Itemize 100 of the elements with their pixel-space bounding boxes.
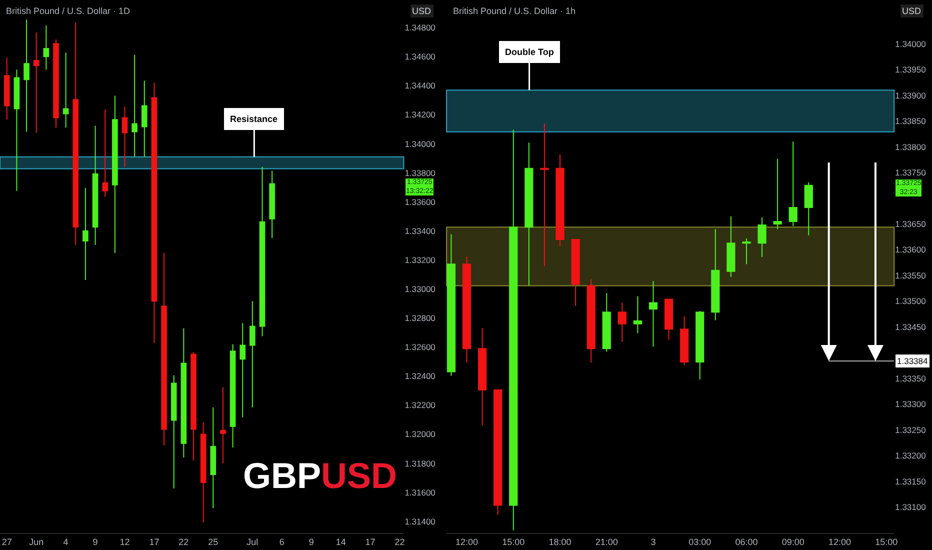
- y-tick-label: 1.33250: [895, 424, 926, 435]
- x-tick-label: 9: [308, 536, 314, 547]
- x-tick-label: 06:00: [735, 536, 758, 547]
- band-label: Double Top: [505, 47, 554, 57]
- ref-line-label: 1.33384: [897, 356, 928, 366]
- candlestick: [14, 69, 20, 192]
- x-tick-label: 17: [365, 536, 376, 547]
- y-tick-label: 1.33650: [895, 218, 926, 229]
- candlestick: [259, 166, 266, 337]
- candlestick: [53, 39, 59, 128]
- text: British Pound / U.S. Dollar · 1h: [453, 6, 576, 16]
- candlestick: [804, 182, 813, 236]
- x-tick-label: 22: [394, 536, 405, 547]
- candlestick: [758, 216, 766, 258]
- candlestick: [773, 158, 782, 230]
- y-tick-label: 1.34800: [404, 22, 436, 33]
- candlestick: [24, 18, 30, 132]
- y-tick-label: 1.33550: [895, 270, 926, 280]
- y-tick-label: 1.31800: [404, 458, 436, 468]
- text: British Pound / U.S. Dollar · 1D: [6, 6, 131, 16]
- candlestick: [633, 296, 642, 334]
- x-tick-label: Jun: [29, 536, 44, 547]
- x-tick-label: 6: [279, 536, 284, 547]
- candlestick: [648, 280, 658, 348]
- x-tick-label: 14: [336, 536, 346, 547]
- candlestick: [602, 292, 611, 352]
- y-tick-label: 1.33150: [895, 476, 926, 486]
- y-tick-label: 1.33200: [895, 450, 926, 461]
- candlestick: [4, 57, 10, 120]
- candlestick: [742, 238, 751, 265]
- y-tick-label: 1.31600: [404, 487, 436, 498]
- candlestick: [180, 328, 187, 458]
- candlestick: [102, 109, 108, 198]
- y-tick-label: 1.33400: [404, 226, 436, 236]
- candlestick: [446, 234, 456, 376]
- candlestick: [141, 80, 148, 158]
- candlestick: [72, 22, 79, 246]
- candlestick: [220, 386, 226, 464]
- y-tick-label: 1.33350: [895, 373, 926, 384]
- candlestick: [190, 352, 196, 461]
- y-tick-label: 1.32400: [404, 371, 436, 382]
- y-tick-label: 1.33500: [895, 296, 926, 306]
- y-tick-label: 1.33450: [895, 322, 926, 332]
- candlestick: [240, 322, 246, 418]
- candlestick: [151, 82, 158, 344]
- candlestick: [92, 125, 98, 246]
- candlestick: [494, 389, 502, 516]
- y-tick-label: 1.32600: [404, 342, 436, 352]
- y-axis-title: USD: [902, 6, 922, 16]
- y-tick-label: 1.33800: [404, 168, 436, 178]
- y-tick-label: 1.33800: [895, 142, 926, 152]
- y-tick-label: 1.32200: [404, 400, 436, 410]
- y-tick-label: 1.34200: [404, 110, 436, 120]
- x-tick-label: 21:00: [595, 536, 618, 547]
- y-tick-label: 1.34400: [404, 80, 436, 91]
- x-tick-label: 25: [208, 536, 218, 547]
- y-tick-label: 1.34000: [895, 38, 926, 49]
- x-tick-label: 3: [650, 536, 656, 547]
- candlestick: [556, 154, 564, 247]
- band-label: Resistance: [230, 114, 278, 124]
- x-tick-label: 12: [120, 536, 130, 547]
- y-tick-label: 1.31400: [404, 516, 436, 526]
- x-tick-label: 22: [178, 536, 189, 547]
- candlestick: [33, 32, 40, 134]
- candlestick: [509, 129, 518, 531]
- candlestick: [571, 238, 580, 306]
- candlestick: [210, 406, 216, 509]
- candlestick: [112, 95, 118, 254]
- candlestick: [161, 252, 167, 446]
- candlestick: [62, 52, 69, 128]
- candlestick: [726, 216, 736, 278]
- x-tick-label: 12:00: [455, 536, 478, 547]
- candlestick: [664, 298, 674, 340]
- candlestick: [250, 300, 256, 408]
- x-tick-label: 03:00: [688, 536, 712, 547]
- x-tick-label: 18:00: [548, 536, 572, 547]
- x-tick-label: 17: [149, 536, 160, 547]
- y-tick-label: 1.33100: [895, 502, 926, 512]
- annotation: GBPUSD: [243, 455, 398, 496]
- y-tick-label: 1.33850: [895, 116, 926, 126]
- x-tick-label: 27: [2, 536, 12, 547]
- x-tick-label: 4: [63, 536, 68, 547]
- y-tick-label: 1.32000: [404, 429, 436, 440]
- candlestick: [696, 310, 704, 380]
- candlestick: [200, 422, 206, 524]
- x-tick-label: 15:00: [502, 536, 525, 547]
- candlestick: [524, 142, 534, 286]
- candlestick: [82, 187, 88, 281]
- candlestick: [269, 170, 275, 239]
- y-tick-label: 1.34600: [404, 52, 436, 62]
- y-tick-label: 1.33300: [895, 399, 926, 410]
- x-tick-label: 15:00: [875, 536, 898, 547]
- y-tick-label: 1.34000: [404, 138, 436, 149]
- candlestick: [170, 374, 177, 490]
- candlestick: [680, 316, 689, 366]
- x-tick-label: Jul: [246, 536, 258, 547]
- x-tick-label: 09:00: [782, 536, 804, 547]
- y-tick-label: 1.32800: [404, 313, 436, 324]
- y-axis-title: USD: [412, 6, 432, 16]
- candlestick: [43, 25, 50, 70]
